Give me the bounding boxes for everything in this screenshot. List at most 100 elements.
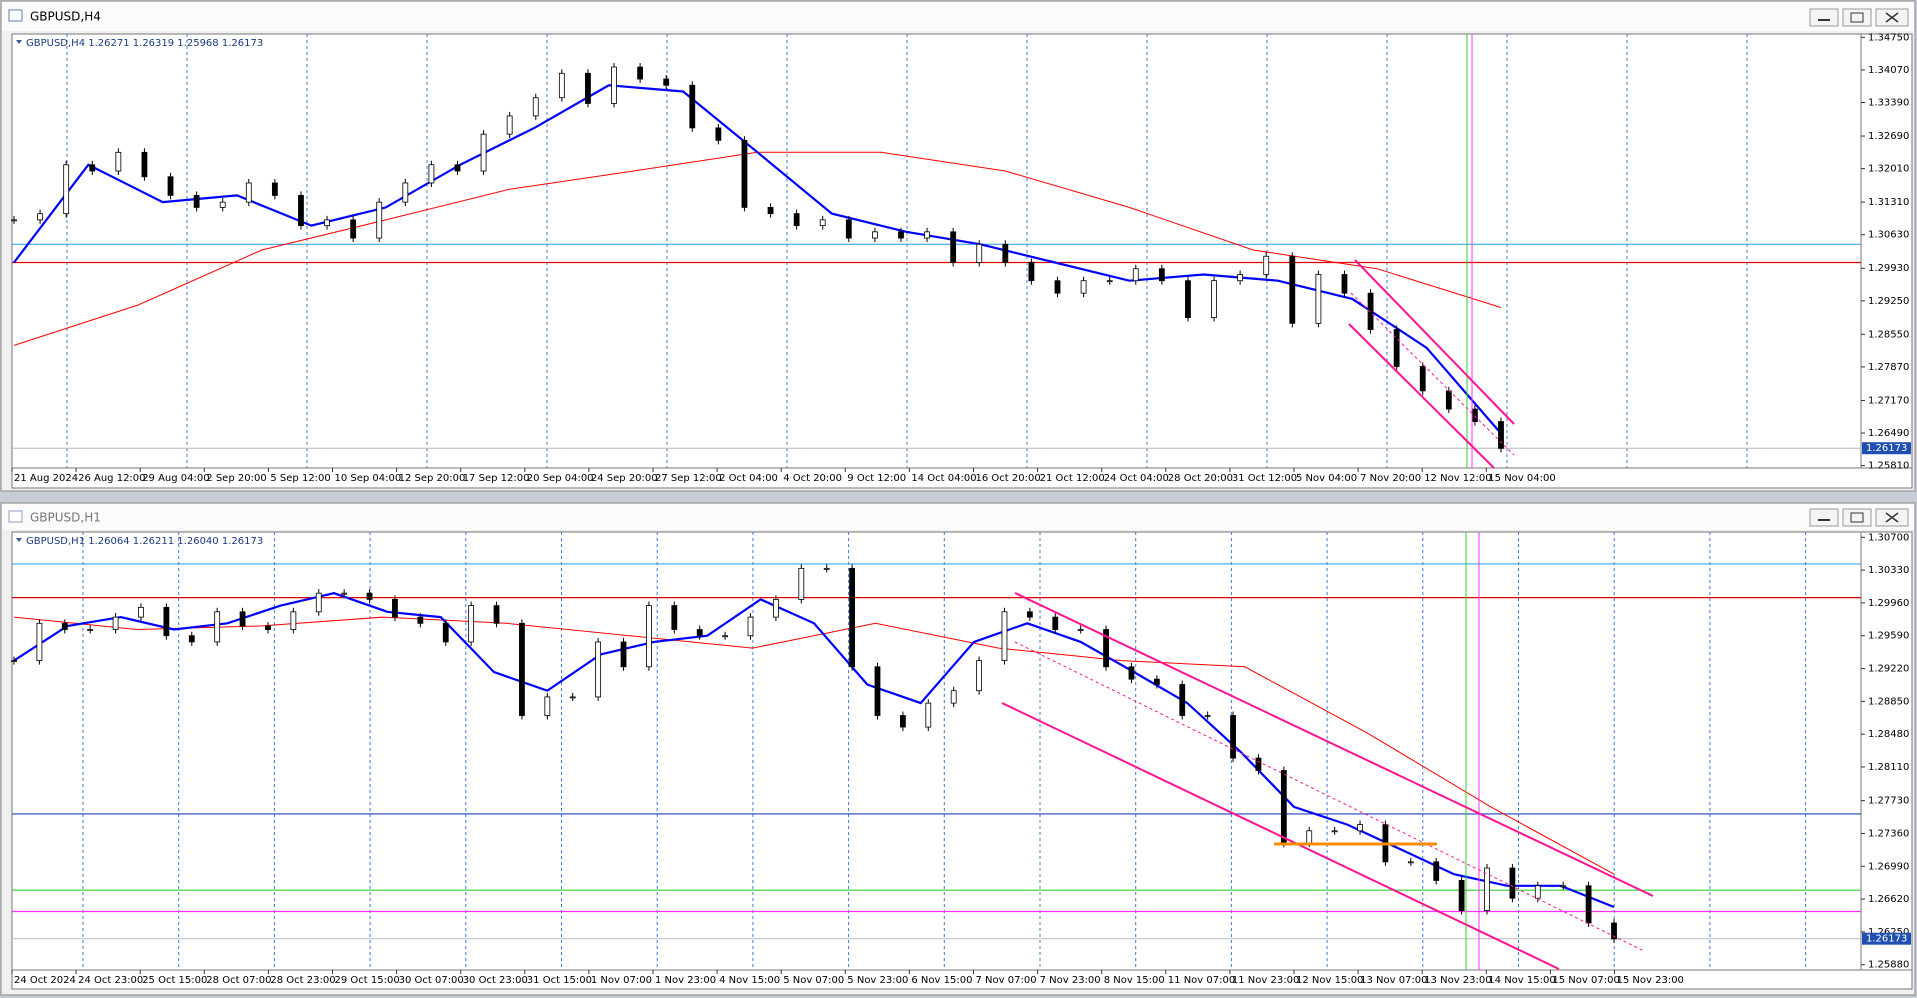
candle-body <box>611 66 617 104</box>
y-tick-label: 1.31310 <box>1868 197 1909 208</box>
candle-body <box>1433 861 1440 881</box>
y-tick-label: 1.28110 <box>1868 762 1909 773</box>
candle-body <box>1153 678 1160 685</box>
candle-body <box>219 201 226 208</box>
candle-body <box>366 592 373 600</box>
candle-body <box>214 611 221 643</box>
channel-line[interactable] <box>1348 323 1495 469</box>
candle-body <box>798 567 805 600</box>
candle-body <box>595 641 602 698</box>
candle-body <box>506 115 513 135</box>
candle-body <box>519 622 525 716</box>
candle-body <box>138 606 144 618</box>
x-tick-label: 6 Nov 15:00 <box>911 975 972 986</box>
candle-body <box>141 151 148 178</box>
candle-body <box>1315 274 1322 324</box>
info-line: GBPUSD,H4 1.26271 1.26319 1.25968 1.2617… <box>26 38 263 49</box>
candle-body <box>1484 867 1490 911</box>
channel-mid[interactable] <box>1014 641 1645 952</box>
x-tick-label: 24 Sep 20:00 <box>591 473 658 484</box>
candle-body <box>1306 830 1313 844</box>
candle-body <box>1054 280 1061 294</box>
x-tick-label: 31 Oct 12:00 <box>1232 473 1297 484</box>
x-tick-label: 13 Nov 23:00 <box>1424 975 1491 986</box>
x-tick-label: 16 Oct 20:00 <box>976 473 1041 484</box>
y-tick-label: 1.28550 <box>1868 329 1909 340</box>
candle-body <box>36 622 43 661</box>
candle-body <box>163 606 170 637</box>
candle-body <box>671 605 678 630</box>
candle-body <box>245 182 252 203</box>
maximize-button[interactable] <box>1842 8 1872 27</box>
y-tick-label: 1.27730 <box>1868 796 1909 807</box>
candle-body <box>696 629 703 637</box>
candle-body <box>1289 255 1296 324</box>
x-tick-label: 28 Oct 07:00 <box>206 975 271 986</box>
x-tick-label: 25 Oct 15:00 <box>142 975 207 986</box>
y-tick-label: 1.28480 <box>1868 729 1909 740</box>
candle-body <box>637 66 644 80</box>
candle-body <box>585 72 591 104</box>
icon <box>1850 12 1864 23</box>
candle-body <box>1158 268 1165 282</box>
channel-mid[interactable] <box>1350 292 1515 456</box>
candle-body <box>1028 262 1035 282</box>
channel-line[interactable] <box>1354 259 1515 425</box>
x-tick-label: 11 Nov 23:00 <box>1232 975 1299 986</box>
candle-body <box>350 219 357 239</box>
x-tick-label: 12 Nov 12:00 <box>1424 473 1491 484</box>
candle-body <box>898 231 904 239</box>
candle-body <box>1560 885 1567 888</box>
x-tick-label: 4 Oct 20:00 <box>783 473 842 484</box>
time-axis <box>11 969 1913 990</box>
title-bar[interactable] <box>2 2 1914 31</box>
candle-body <box>1103 629 1109 668</box>
candle-body <box>1001 611 1008 661</box>
window-title: GBPUSD,H1 <box>30 511 101 525</box>
icon <box>1885 512 1899 523</box>
x-tick-label: 30 Oct 23:00 <box>463 975 528 986</box>
x-tick-label: 15 Nov 07:00 <box>1552 975 1619 986</box>
candle-body <box>741 139 748 208</box>
x-tick-label: 4 Nov 15:00 <box>719 975 780 986</box>
x-tick-label: 5 Nov 23:00 <box>847 975 908 986</box>
title-bar[interactable] <box>2 504 1914 530</box>
x-tick-label: 7 Nov 23:00 <box>1040 975 1101 986</box>
x-tick-label: 15 Nov 04:00 <box>1488 473 1555 484</box>
candle-body <box>823 567 830 570</box>
chart-layer: 1.34750 1.34070 1.33390 1.32690 1.32010 1.313… <box>11 32 1911 986</box>
x-tick-label: 11 Nov 07:00 <box>1168 975 1235 986</box>
minimize-button[interactable] <box>1809 508 1839 527</box>
y-tick-label: 1.25880 <box>1868 960 1909 971</box>
candle-body <box>468 605 475 643</box>
candle-body <box>115 151 122 172</box>
window-buttons <box>1809 8 1909 27</box>
y-tick-label: 1.32690 <box>1868 131 1909 142</box>
candle-body <box>1419 366 1426 392</box>
y-tick-label: 1.29220 <box>1868 664 1909 675</box>
minimize-button[interactable] <box>1809 8 1839 27</box>
icon <box>1885 12 1899 23</box>
x-tick-label: 26 Aug 12:00 <box>78 473 145 484</box>
x-tick-label: 28 Oct 23:00 <box>270 975 335 986</box>
candle-body <box>1211 280 1217 318</box>
window-icon <box>8 9 23 22</box>
x-tick-label: 17 Sep 12:00 <box>463 473 530 484</box>
candle-body <box>899 715 906 728</box>
channel-line[interactable] <box>1014 592 1654 897</box>
candle-body <box>1280 770 1287 844</box>
channel-line[interactable] <box>1001 702 1560 970</box>
x-tick-label: 2 Oct 04:00 <box>719 473 778 484</box>
candle-body <box>1132 268 1139 282</box>
maximize-button[interactable] <box>1842 508 1872 527</box>
y-tick-label: 1.34070 <box>1868 65 1909 76</box>
x-tick-label: 28 Oct 20:00 <box>1168 473 1233 484</box>
x-tick-label: 27 Sep 12:00 <box>655 473 722 484</box>
y-tick-label: 1.26250 <box>1868 927 1909 938</box>
candle-body <box>1052 616 1059 630</box>
plot-area[interactable] <box>11 33 1862 469</box>
y-tick-label: 1.27170 <box>1868 395 1909 406</box>
x-tick-label: 7 Nov 20:00 <box>1360 473 1421 484</box>
